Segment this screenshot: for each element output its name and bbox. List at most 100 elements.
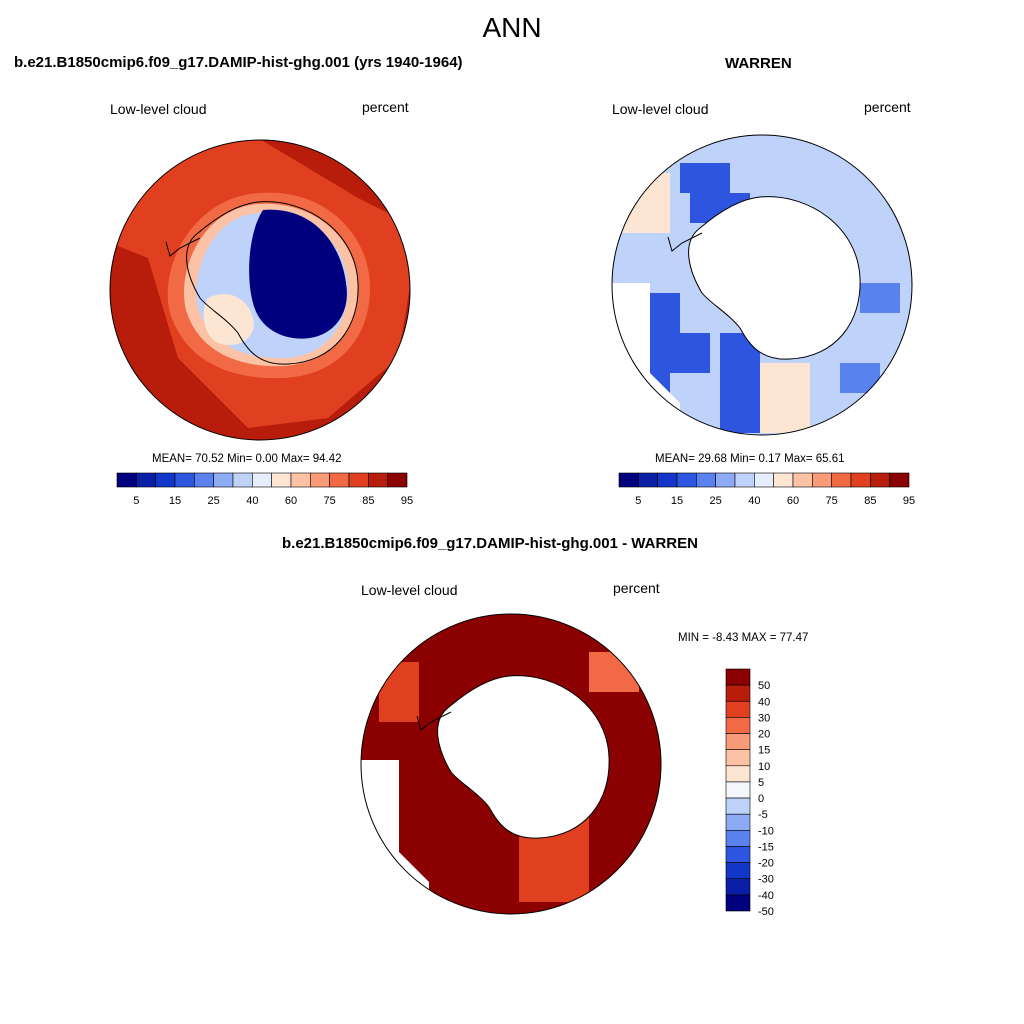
panel1-colorbar: 5 15 25 40 60 75 85 95: [116, 472, 413, 507]
colorbar-tick-label: 25: [710, 495, 722, 507]
colorbar-tick-label: 60: [285, 495, 297, 507]
colorbar-swatch: [271, 472, 292, 488]
colorbar-swatch: [773, 472, 794, 488]
colorbar-tick-label: -10: [758, 825, 774, 837]
colorbar-swatch: [725, 700, 751, 718]
colorbar-tick-label: 95: [401, 495, 413, 507]
colorbar-tick-label: 5: [758, 777, 764, 789]
panel3-case-title: b.e21.B1850cmip6.f09_g17.DAMIP-hist-ghg.…: [282, 535, 698, 552]
colorbar-swatch: [725, 894, 751, 912]
colorbar-tick-label: 25: [208, 495, 220, 507]
colorbar-tick-label: 15: [671, 495, 683, 507]
colorbar-swatch: [725, 749, 751, 767]
panel3-peninsula: [416, 711, 452, 731]
colorbar-tick-label: -50: [758, 906, 774, 918]
colorbar-swatch: [329, 472, 350, 488]
colorbar-swatch: [696, 472, 716, 488]
panel2-units-label: percent: [864, 99, 911, 115]
colorbar-swatch: [725, 830, 751, 847]
panel2-warm-patch-south: [760, 363, 810, 433]
colorbar-swatch: [725, 797, 751, 815]
colorbar-swatch: [155, 472, 176, 488]
panel1-peninsula: [165, 237, 201, 257]
colorbar-tick-label: 15: [758, 745, 770, 757]
colorbar-tick-label: 95: [903, 495, 915, 507]
colorbar-swatch: [310, 472, 330, 488]
colorbar-swatch: [792, 472, 813, 488]
colorbar-swatch: [831, 472, 852, 488]
colorbar-tick-label: 40: [246, 495, 258, 507]
colorbar-tick-label: 40: [758, 696, 770, 708]
colorbar-tick-label: 85: [362, 495, 374, 507]
colorbar-swatch: [232, 472, 253, 488]
colorbar-tick-label: -30: [758, 874, 774, 886]
colorbar-tick-label: -20: [758, 858, 774, 870]
panel2-colorbar: 5 15 25 40 60 75 85 95: [618, 472, 915, 507]
panel3-mid-patches-west: [379, 662, 419, 722]
colorbar-swatch: [889, 472, 910, 488]
colorbar-tick-label: 50: [758, 680, 770, 692]
colorbar-swatch: [194, 472, 214, 488]
colorbar-swatch: [136, 472, 156, 488]
colorbar-swatch: [725, 684, 751, 702]
panel2-map-border: [611, 134, 913, 436]
colorbar-swatch: [812, 472, 832, 488]
colorbar-swatch: [725, 733, 751, 750]
panel3-coastline: [437, 675, 610, 839]
colorbar-swatch: [638, 472, 658, 488]
panel3-polar-map: [360, 613, 662, 915]
panel1-stats: MEAN= 70.52 Min= 0.00 Max= 94.42: [152, 453, 342, 465]
panel3-mid-patch-east: [589, 652, 639, 692]
panel1-units-label: percent: [362, 99, 409, 115]
colorbar-swatch: [368, 472, 388, 488]
colorbar-swatch: [725, 668, 751, 686]
colorbar-swatch: [676, 472, 697, 488]
panel1-case-title: b.e21.B1850cmip6.f09_g17.DAMIP-hist-ghg.…: [14, 54, 463, 71]
colorbar-swatch: [725, 813, 751, 831]
panel2-polar-map: [611, 134, 913, 436]
panel3-map-border: [360, 613, 662, 915]
panel3-units-label: percent: [613, 580, 660, 596]
panel2-variable-label: Low-level cloud: [612, 101, 709, 117]
panel2-case-title: WARREN: [725, 55, 792, 72]
colorbar-swatch: [725, 862, 751, 880]
colorbar-tick-label: 20: [758, 729, 770, 741]
colorbar-swatch: [725, 717, 751, 734]
colorbar-swatch: [754, 472, 774, 488]
colorbar-tick-label: 30: [758, 712, 770, 724]
colorbar-swatch: [725, 878, 751, 896]
panel2-east-patches: [840, 283, 900, 393]
panel3-stats: MIN = -8.43 MAX = 77.47: [678, 632, 809, 644]
colorbar-tick-label: 15: [169, 495, 181, 507]
colorbar-tick-label: 75: [826, 495, 838, 507]
colorbar-tick-label: 0: [758, 793, 764, 805]
panel2-stats: MEAN= 29.68 Min= 0.17 Max= 65.61: [655, 453, 845, 465]
colorbar-swatch: [734, 472, 755, 488]
panel1-map-border: [109, 139, 411, 441]
panel2-peninsula: [667, 232, 703, 252]
panel1-high-cloud-region: [110, 238, 410, 440]
figure-title: ANN: [482, 12, 542, 43]
colorbar-swatch: [348, 472, 369, 488]
colorbar-swatch: [618, 472, 639, 488]
colorbar-swatch: [290, 472, 311, 488]
colorbar-swatch: [213, 472, 234, 488]
colorbar-swatch: [387, 472, 408, 488]
colorbar-tick-label: -15: [758, 841, 774, 853]
colorbar-swatch: [715, 472, 736, 488]
colorbar-tick-label: 60: [787, 495, 799, 507]
colorbar-swatch: [116, 472, 137, 488]
panel1-polar-map: [109, 139, 411, 441]
colorbar-tick-label: -40: [758, 890, 774, 902]
colorbar-swatch: [174, 472, 195, 488]
panel1-low-cloud-edge: [203, 294, 254, 346]
panel1-low-cloud-core: [249, 209, 347, 339]
colorbar-tick-label: 85: [864, 495, 876, 507]
colorbar-swatch: [657, 472, 678, 488]
colorbar-swatch: [725, 846, 751, 863]
panel1-variable-label: Low-level cloud: [110, 101, 207, 117]
colorbar-tick-label: 5: [635, 495, 641, 507]
panel2-coastline: [688, 196, 861, 360]
colorbar-tick-label: 75: [324, 495, 336, 507]
colorbar-tick-label: 40: [748, 495, 760, 507]
